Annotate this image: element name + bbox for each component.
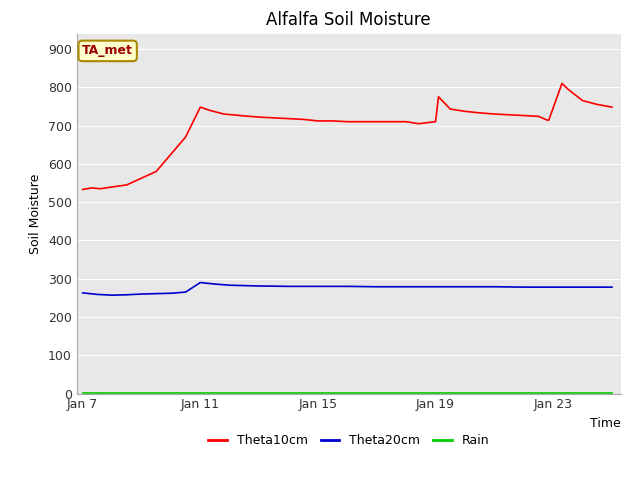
Theta10cm: [505, 112, 513, 118]
Theta10cm: [314, 118, 322, 124]
Theta20cm: [564, 284, 572, 290]
Theta20cm: [255, 283, 263, 289]
Theta10cm: [415, 120, 423, 126]
Theta10cm: [447, 106, 454, 112]
Theta20cm: [417, 284, 425, 289]
Theta10cm: [205, 108, 213, 113]
Theta20cm: [432, 284, 440, 289]
Theta10cm: [182, 134, 189, 140]
Theta10cm: [435, 94, 442, 100]
Theta20cm: [182, 289, 189, 295]
Text: TA_met: TA_met: [82, 44, 133, 58]
Theta20cm: [211, 281, 219, 287]
Theta20cm: [79, 290, 86, 296]
Theta20cm: [108, 292, 116, 298]
Theta10cm: [545, 117, 552, 123]
Theta10cm: [608, 104, 616, 110]
Theta10cm: [79, 187, 86, 192]
Theta10cm: [152, 168, 160, 174]
X-axis label: Time: Time: [590, 417, 621, 430]
Theta10cm: [593, 102, 601, 108]
Theta10cm: [329, 118, 337, 124]
Theta10cm: [490, 111, 498, 117]
Theta20cm: [314, 284, 322, 289]
Theta20cm: [461, 284, 468, 289]
Theta20cm: [579, 284, 586, 290]
Legend: Theta10cm, Theta20cm, Rain: Theta10cm, Theta20cm, Rain: [204, 429, 494, 452]
Theta10cm: [558, 81, 566, 86]
Theta10cm: [358, 119, 366, 125]
Theta10cm: [403, 119, 410, 125]
Theta10cm: [88, 185, 95, 191]
Theta20cm: [93, 291, 101, 297]
Theta10cm: [241, 113, 248, 119]
Title: Alfalfa Soil Moisture: Alfalfa Soil Moisture: [266, 11, 431, 29]
Line: Theta10cm: Theta10cm: [83, 84, 612, 190]
Theta10cm: [255, 114, 263, 120]
Theta20cm: [138, 291, 145, 297]
Theta20cm: [373, 284, 381, 289]
Theta10cm: [461, 108, 468, 114]
Theta10cm: [373, 119, 381, 125]
Theta10cm: [344, 119, 351, 125]
Theta10cm: [579, 98, 586, 104]
Theta20cm: [534, 284, 542, 290]
Line: Theta20cm: Theta20cm: [83, 283, 612, 295]
Theta10cm: [520, 113, 527, 119]
Theta10cm: [300, 117, 307, 122]
Theta10cm: [388, 119, 396, 125]
Theta20cm: [520, 284, 527, 290]
Theta10cm: [476, 110, 483, 116]
Theta20cm: [123, 292, 131, 298]
Theta20cm: [490, 284, 498, 289]
Theta20cm: [608, 284, 616, 290]
Theta10cm: [123, 182, 131, 188]
Theta20cm: [167, 290, 175, 296]
Theta10cm: [220, 111, 228, 117]
Theta10cm: [414, 120, 422, 126]
Theta10cm: [534, 113, 542, 119]
Theta20cm: [549, 284, 557, 290]
Y-axis label: Soil Moisture: Soil Moisture: [29, 173, 42, 254]
Theta20cm: [285, 284, 292, 289]
Theta10cm: [285, 116, 292, 121]
Theta10cm: [564, 86, 572, 92]
Theta20cm: [344, 284, 351, 289]
Theta20cm: [403, 284, 410, 289]
Theta10cm: [97, 186, 104, 192]
Theta10cm: [196, 104, 204, 110]
Theta20cm: [196, 280, 204, 286]
Theta20cm: [226, 282, 234, 288]
Theta10cm: [543, 117, 551, 123]
Theta10cm: [432, 119, 440, 125]
